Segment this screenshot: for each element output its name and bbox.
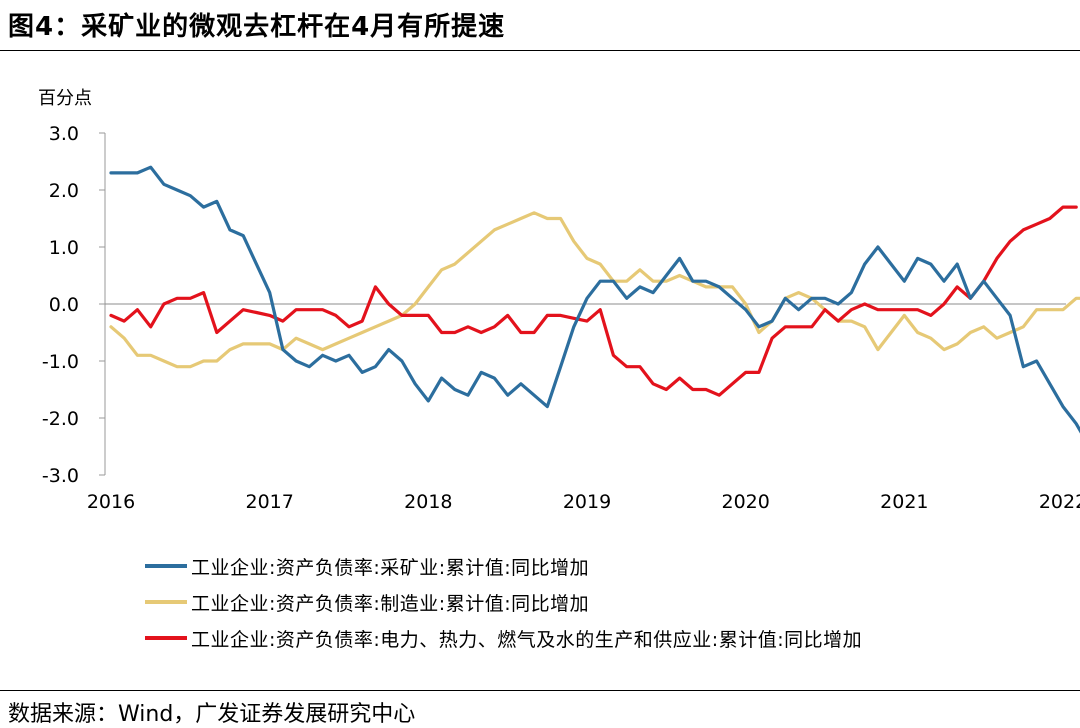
- y-tick-label: -3.0: [42, 465, 79, 487]
- x-tick-label: 2022: [1039, 491, 1080, 513]
- legend-swatch-manufacturing: [145, 600, 187, 604]
- chart-title: 图4：采矿业的微观去杠杆在4月有所提速: [8, 12, 506, 42]
- x-tick-label: 2018: [404, 491, 452, 513]
- x-tick-label: 2019: [563, 491, 611, 513]
- legend-label-utilities: 工业企业:资产负债率:电力、热力、燃气及水的生产和供应业:累计值:同比增加: [191, 628, 863, 651]
- legend-swatch-mining: [145, 564, 187, 568]
- series-line-mining: [109, 165, 1080, 434]
- legend-swatch-utilities: [145, 636, 187, 640]
- y-tick-label: 0.0: [49, 294, 79, 316]
- x-tick-label: 2020: [721, 491, 769, 513]
- y-tick-label: 3.0: [49, 123, 79, 145]
- legend-label-manufacturing: 工业企业:资产负债率:制造业:累计值:同比增加: [191, 592, 590, 615]
- x-axis: 2016 2017 2018 2019 2020 2021 2022: [87, 491, 1080, 513]
- legend-label-mining: 工业企业:资产负债率:采矿业:累计值:同比增加: [191, 556, 590, 579]
- series-line-utilities: [109, 205, 1078, 397]
- series-group: [109, 165, 1080, 434]
- footer-divider: [0, 690, 1080, 691]
- y-tick-label: -1.0: [42, 351, 79, 373]
- legend-item-manufacturing: 工业企业:资产负债率:制造业:累计值:同比增加: [145, 584, 862, 620]
- y-tick-label: 1.0: [49, 237, 79, 259]
- series-line-manufacturing: [109, 211, 1080, 369]
- y-tick-label: -2.0: [42, 408, 79, 430]
- legend-item-mining: 工业企业:资产负债率:采矿业:累计值:同比增加: [145, 548, 862, 584]
- source-note: 数据来源：Wind，广发证券发展研究中心: [8, 702, 416, 727]
- x-tick-label: 2017: [245, 491, 293, 513]
- y-axis: 3.0 2.0 1.0 0.0 -1.0 -2.0 -3.0: [42, 123, 106, 487]
- x-tick-label: 2021: [880, 491, 928, 513]
- title-divider: [0, 50, 1080, 51]
- legend: 工业企业:资产负债率:采矿业:累计值:同比增加 工业企业:资产负债率:制造业:累…: [145, 548, 862, 656]
- x-tick-label: 2016: [87, 491, 135, 513]
- y-tick-label: 2.0: [49, 180, 79, 202]
- y-axis-unit-label: 百分点: [38, 88, 92, 109]
- line-chart: 3.02.01.00.0-1.0-2.0-3.0 2016 2017 2018 201…: [38, 88, 1080, 513]
- legend-item-utilities: 工业企业:资产负债率:电力、热力、燃气及水的生产和供应业:累计值:同比增加: [145, 620, 862, 656]
